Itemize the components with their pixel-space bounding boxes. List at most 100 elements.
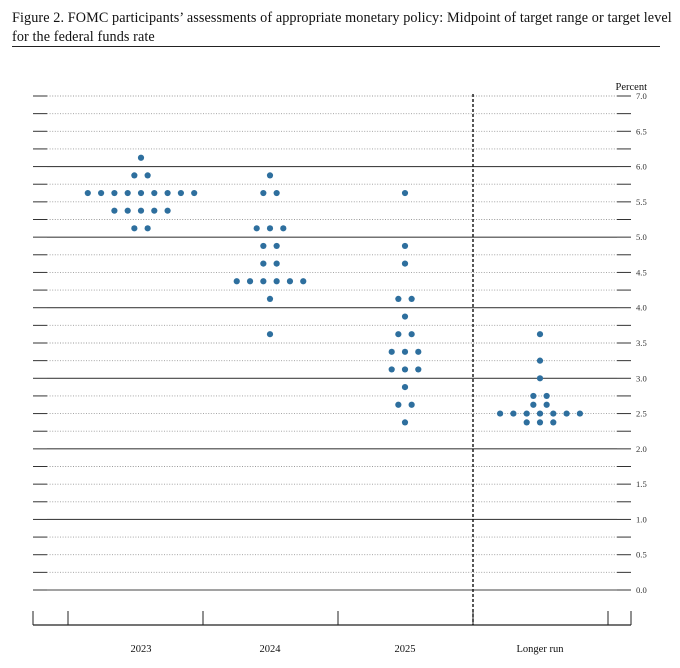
participant-dot xyxy=(510,410,517,417)
participant-dot xyxy=(84,189,91,197)
participant-dot xyxy=(408,401,415,408)
participant-dot xyxy=(144,225,151,232)
y-tick-label: 4.5 xyxy=(636,267,647,277)
participant-dot xyxy=(395,295,402,302)
participant-dot xyxy=(536,419,544,426)
participant-dot xyxy=(151,207,158,214)
participant-dot xyxy=(144,172,151,179)
y-tick-label: 3.0 xyxy=(636,373,647,383)
grid-lines xyxy=(33,95,631,591)
participant-dot xyxy=(286,278,294,285)
participant-dot xyxy=(273,278,280,285)
participant-dot xyxy=(260,260,267,267)
participant-dot xyxy=(137,189,145,197)
x-category-label: 2023 xyxy=(131,644,152,655)
participant-dot xyxy=(408,331,415,338)
participant-dot xyxy=(563,410,570,417)
participant-dot xyxy=(388,366,395,373)
participant-dot xyxy=(536,410,544,417)
participant-dot xyxy=(401,189,409,197)
participant-dot xyxy=(280,225,287,232)
participant-dot xyxy=(415,348,422,355)
participant-dot xyxy=(388,348,395,355)
participant-dot xyxy=(131,225,138,232)
axes xyxy=(32,94,632,626)
participant-dot xyxy=(253,225,260,232)
participant-dot xyxy=(401,419,409,426)
participant-dot xyxy=(550,410,557,417)
participant-dot xyxy=(523,419,530,426)
participant-dot xyxy=(550,419,557,426)
y-tick-label: 5.0 xyxy=(636,232,647,242)
participant-dot xyxy=(536,357,544,364)
participant-dot xyxy=(124,189,131,197)
participant-dot xyxy=(415,366,422,373)
participant-dot xyxy=(260,242,267,250)
participant-dot xyxy=(131,172,138,179)
participant-dot xyxy=(530,392,537,400)
participant-dot xyxy=(273,189,280,197)
participant-dot xyxy=(260,189,267,197)
participant-dot xyxy=(536,331,544,338)
y-tick-label: 6.0 xyxy=(636,162,647,172)
y-tick-label: 5.5 xyxy=(636,197,647,207)
participant-dot xyxy=(401,242,409,250)
participant-dot xyxy=(408,295,415,302)
participant-dot xyxy=(576,410,584,417)
participant-dot xyxy=(151,189,158,197)
participant-dot xyxy=(536,375,544,382)
y-tick-label: 0.0 xyxy=(636,585,647,595)
participant-dot xyxy=(401,366,409,373)
participant-dot xyxy=(401,260,409,267)
participant-dot xyxy=(266,295,274,302)
x-category-labels: 2023 2024 2025 Longer run xyxy=(131,644,565,655)
y-tick-label: 0.5 xyxy=(636,550,647,560)
participant-dot xyxy=(111,189,118,197)
x-category-label: 2025 xyxy=(395,644,416,655)
dots xyxy=(84,154,584,426)
participant-dot xyxy=(111,207,118,214)
participant-dot xyxy=(401,348,409,355)
y-tick-label: 4.0 xyxy=(636,303,647,313)
participant-dot xyxy=(191,189,198,197)
title-rule xyxy=(12,46,660,47)
y-tick-label: 2.0 xyxy=(636,444,647,454)
y-tick-label: 2.5 xyxy=(636,409,647,419)
y-tick-label: 3.5 xyxy=(636,338,647,348)
participant-dot xyxy=(497,410,504,417)
y-tick-label: 1.0 xyxy=(636,514,647,524)
y-tick-label: 1.5 xyxy=(636,479,647,489)
participant-dot xyxy=(395,331,402,338)
participant-dot xyxy=(273,242,280,250)
y-axis-unit-label: Percent xyxy=(616,82,648,93)
participant-dot xyxy=(124,207,131,214)
participant-dot xyxy=(260,278,267,285)
participant-dot xyxy=(98,189,105,197)
y-tick-label: 6.5 xyxy=(636,126,647,136)
x-category-label: 2024 xyxy=(260,644,282,655)
participant-dot xyxy=(177,189,184,197)
participant-dot xyxy=(233,278,240,285)
participant-dot xyxy=(300,278,307,285)
participant-dot xyxy=(543,392,550,400)
participant-dot xyxy=(266,225,274,232)
participant-dot xyxy=(543,401,550,408)
participant-dot xyxy=(401,384,409,391)
y-tick-label: 7.0 xyxy=(636,91,647,101)
participant-dot xyxy=(164,189,171,197)
participant-dot xyxy=(395,401,402,408)
participant-dot xyxy=(401,313,409,320)
x-category-label: Longer run xyxy=(517,644,565,655)
participant-dot xyxy=(246,278,254,285)
participant-dot xyxy=(137,207,145,214)
participant-dot xyxy=(530,401,537,408)
participant-dot xyxy=(266,331,274,338)
participant-dot xyxy=(164,207,171,214)
participant-dot xyxy=(273,260,280,267)
participant-dot xyxy=(266,172,274,179)
figure-title: Figure 2. FOMC participants’ assessments… xyxy=(12,10,672,45)
participant-dot xyxy=(523,410,530,417)
participant-dot xyxy=(137,154,145,161)
y-tick-labels: 0.0 0.5 1.0 1.5 2.0 2.5 3.0 3.5 4.0 4.5 5.0 5.5 6.0 6… xyxy=(636,91,647,595)
